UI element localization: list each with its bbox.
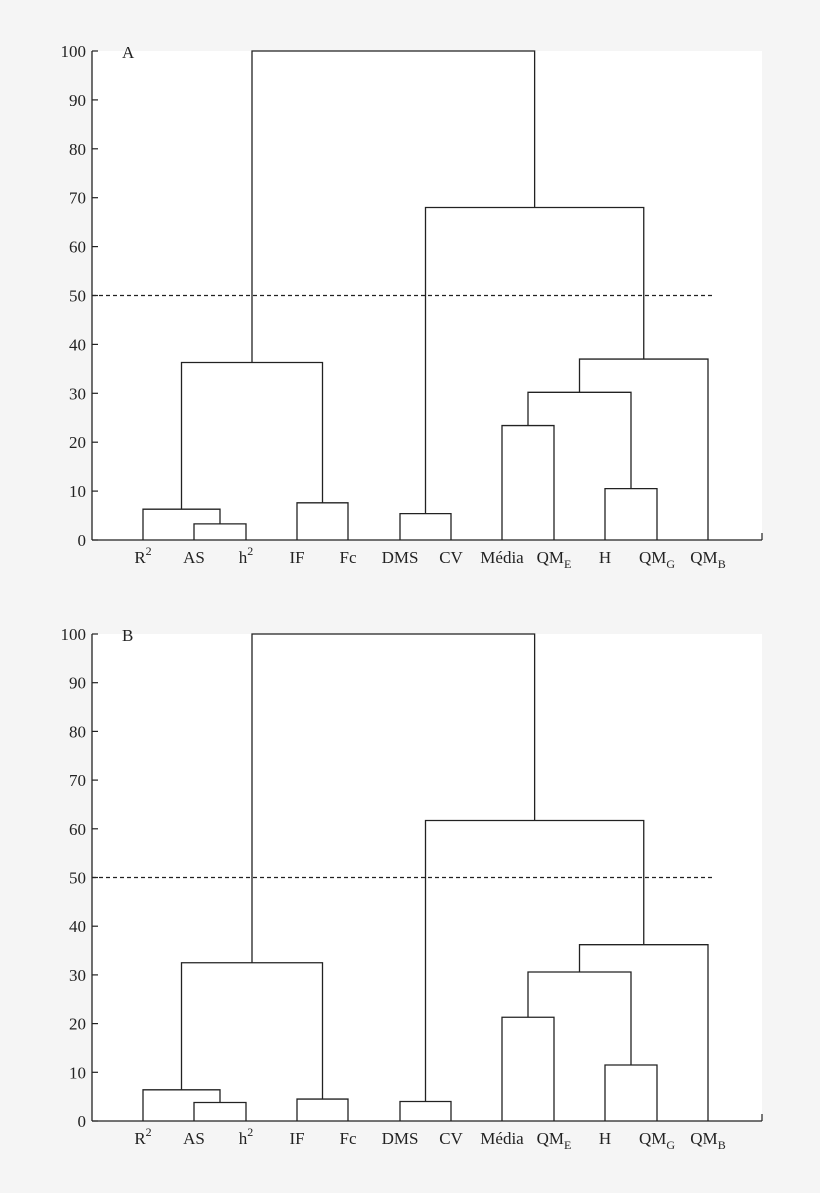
y-tick-label: 100 bbox=[61, 625, 87, 644]
leaf-label: QME bbox=[537, 1129, 572, 1152]
leaf-label: H bbox=[599, 548, 611, 567]
y-tick-label: 0 bbox=[78, 531, 87, 550]
leaf-label: h2 bbox=[239, 544, 254, 567]
y-tick-label: 0 bbox=[78, 1112, 87, 1131]
y-tick-label: 70 bbox=[69, 771, 86, 790]
leaf-label: IF bbox=[289, 548, 304, 567]
y-tick-label: 40 bbox=[69, 917, 86, 936]
leaf-label: IF bbox=[289, 1129, 304, 1148]
leaf-label: Fc bbox=[340, 548, 357, 567]
plot-area bbox=[92, 51, 762, 540]
y-tick-label: 80 bbox=[69, 722, 86, 741]
leaf-label: h2 bbox=[239, 1125, 254, 1148]
y-tick-label: 20 bbox=[69, 1015, 86, 1034]
leaf-label: H bbox=[599, 1129, 611, 1148]
panel-b: 0 10 20 30 40 50 60 70 80 90 100 B R2 AS h2 IF Fc DMS CV Mé… bbox=[61, 625, 763, 1152]
y-tick-label: 100 bbox=[61, 42, 87, 61]
y-tick-label: 10 bbox=[69, 482, 86, 501]
y-tick-label: 10 bbox=[69, 1063, 86, 1082]
y-tick-label: 30 bbox=[69, 384, 86, 403]
leaf-label: AS bbox=[183, 548, 205, 567]
dendrogram-link bbox=[501, 1016, 555, 1121]
leaf-label: DMS bbox=[382, 548, 419, 567]
y-tick-label: 20 bbox=[69, 433, 86, 452]
y-tick-label: 50 bbox=[69, 287, 86, 306]
leaf-label: QMB bbox=[690, 1129, 725, 1152]
leaf-label: QME bbox=[537, 548, 572, 571]
leaf-label: R2 bbox=[134, 1125, 151, 1148]
y-tick-label: 90 bbox=[69, 674, 86, 693]
y-tick-label: 70 bbox=[69, 189, 86, 208]
leaf-label: QMG bbox=[639, 548, 675, 571]
panel-letter: A bbox=[122, 43, 135, 62]
leaf-label: R2 bbox=[134, 544, 151, 567]
y-tick-label: 60 bbox=[69, 238, 86, 257]
leaf-label: Média bbox=[480, 1129, 524, 1148]
leaf-label: QMG bbox=[639, 1129, 675, 1152]
y-tick-label: 80 bbox=[69, 140, 86, 159]
y-tick-label: 30 bbox=[69, 966, 86, 985]
leaf-label: AS bbox=[183, 1129, 205, 1148]
leaf-label: Fc bbox=[340, 1129, 357, 1148]
plot-area bbox=[92, 634, 762, 1121]
leaf-label: DMS bbox=[382, 1129, 419, 1148]
panel-letter: B bbox=[122, 626, 133, 645]
y-tick-label: 40 bbox=[69, 335, 86, 354]
y-tick-label: 90 bbox=[69, 91, 86, 110]
y-tick-label: 60 bbox=[69, 820, 86, 839]
dendrogram-link bbox=[251, 633, 536, 963]
leaf-label: QMB bbox=[690, 548, 725, 571]
dendrogram-link bbox=[251, 50, 536, 363]
y-tick-label: 50 bbox=[69, 869, 86, 888]
leaf-label: CV bbox=[439, 548, 463, 567]
panel-a: 0 10 20 30 40 50 60 70 80 90 100 A R2 AS h2 IF Fc DMS CV Mé… bbox=[61, 42, 763, 571]
leaf-label: Média bbox=[480, 548, 524, 567]
leaf-label: CV bbox=[439, 1129, 463, 1148]
